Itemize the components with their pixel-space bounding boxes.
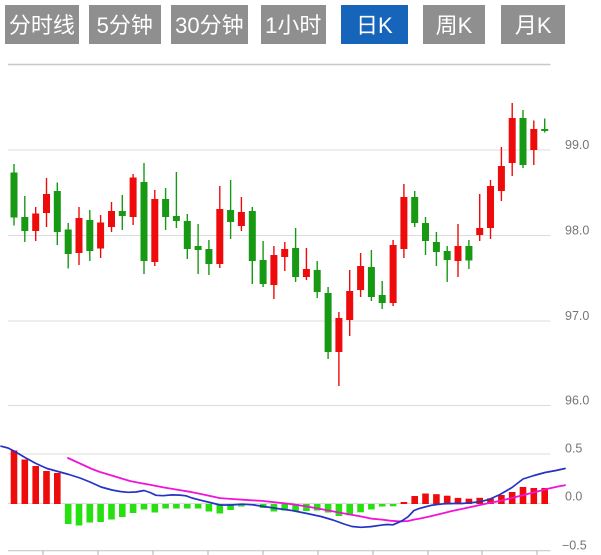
svg-text:0.0: 0.0	[565, 490, 582, 504]
svg-text:96.0: 96.0	[565, 394, 589, 408]
svg-text:98.0: 98.0	[565, 224, 589, 238]
svg-text:97.0: 97.0	[565, 309, 589, 323]
svg-text:0.5: 0.5	[565, 442, 582, 456]
svg-text:−0.5: −0.5	[562, 539, 587, 553]
svg-text:99.0: 99.0	[565, 138, 589, 152]
